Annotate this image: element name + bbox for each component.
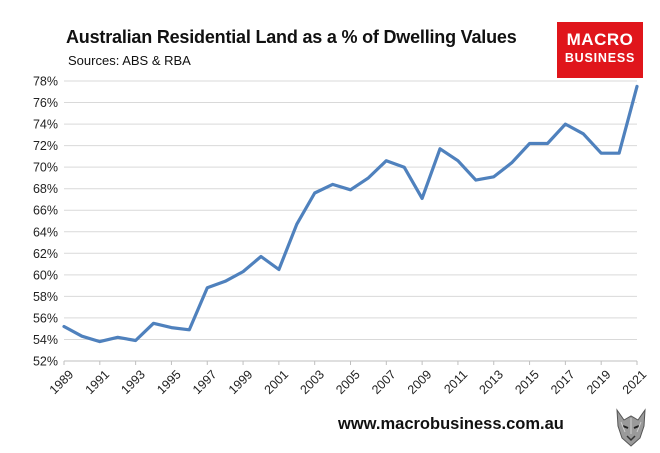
x-tick-label: 2013: [477, 367, 507, 397]
y-tick-label: 58%: [33, 290, 58, 304]
wolf-mascot-icon: [616, 408, 646, 447]
x-tick-label: 1999: [226, 367, 256, 397]
series-group: [62, 84, 639, 344]
y-tick-label: 72%: [33, 139, 58, 153]
x-tick-label: 1997: [190, 367, 220, 397]
x-tick-label: 2005: [333, 367, 363, 397]
x-tick-label: 2007: [369, 367, 399, 397]
y-tick-label: 78%: [33, 75, 58, 89]
x-tick-label: 2015: [512, 367, 542, 397]
y-tick-label: 60%: [33, 268, 58, 282]
x-tick-label: 2009: [405, 367, 435, 397]
x-tick-label: 2003: [297, 367, 327, 397]
x-tick-label: 1991: [83, 367, 113, 397]
y-tick-label: 70%: [33, 161, 58, 175]
x-tick-label: 1989: [47, 367, 77, 397]
logo-line-1: MACRO: [566, 30, 634, 49]
x-tick-label: 2011: [441, 367, 470, 396]
gridlines: [64, 80, 637, 340]
website-url: www.macrobusiness.com.au: [338, 415, 564, 433]
y-tick-label: 76%: [33, 96, 58, 110]
series-line: [62, 84, 639, 344]
macro-business-logo: MACRO BUSINESS: [557, 22, 643, 78]
y-axis: 52% 54% 56% 58% 60% 62% 64% 66% 68% 70% 72% 74% 76% 7…: [33, 75, 58, 369]
x-tick-label: 1993: [118, 367, 148, 397]
x-axis: 1989 1991 1993 1995 1997 1999 2001 2003 2005 2007…: [47, 360, 650, 397]
x-tick-label: 2017: [548, 367, 578, 397]
y-tick-label: 54%: [33, 333, 58, 347]
logo-line-2: BUSINESS: [564, 51, 636, 65]
chart-title: Australian Residential Land as a % of Dw…: [66, 27, 517, 47]
x-tick-label: 2001: [262, 367, 292, 397]
x-tick-label: 1995: [154, 367, 184, 397]
y-tick-label: 74%: [33, 118, 58, 132]
y-tick-label: 64%: [33, 225, 58, 239]
chart-subtitle: Sources: ABS & RBA: [68, 53, 191, 68]
y-tick-label: 52%: [33, 355, 58, 369]
y-tick-label: 56%: [33, 311, 58, 325]
x-tick-label: 2019: [584, 367, 614, 397]
y-tick-label: 68%: [33, 182, 58, 196]
x-tick-label: 2021: [620, 367, 650, 397]
y-tick-label: 66%: [33, 204, 58, 218]
y-tick-label: 62%: [33, 247, 58, 261]
